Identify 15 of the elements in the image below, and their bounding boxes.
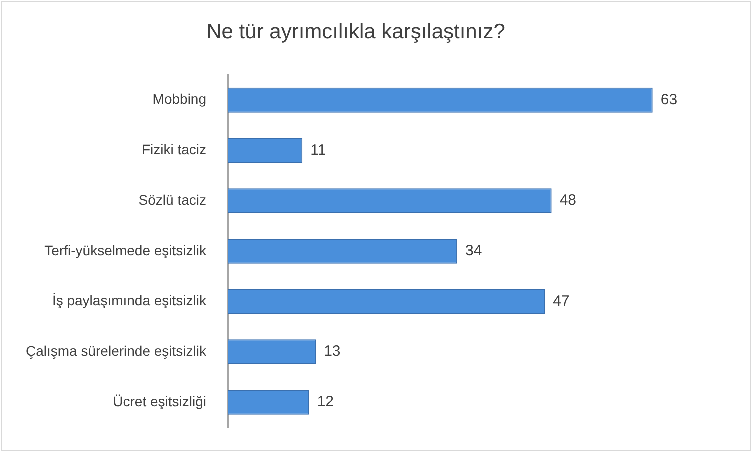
- data-label: 47: [553, 292, 570, 310]
- y-tick-label: Terfi-yükselmede eşitsizlik: [44, 242, 208, 258]
- data-label: 11: [310, 142, 326, 159]
- data-label: 12: [317, 394, 334, 411]
- y-tick-label: Çalışma sürelerinde eşitsizlik: [26, 342, 208, 359]
- y-tick-label: Ücret eşitsizliği: [113, 393, 207, 410]
- data-label: 13: [324, 343, 341, 360]
- data-label: 48: [560, 192, 577, 210]
- data-label: 34: [466, 242, 482, 260]
- y-tick-label: İş paylaşımında eşitsizlik: [52, 292, 208, 309]
- y-tick-label: Mobbing: [152, 91, 207, 108]
- y-tick-label: Sözlü taciz: [138, 192, 207, 208]
- chart-title: Ne tür ayrımcılıkla karşılaştınız?: [206, 20, 506, 44]
- y-tick-label: Fiziki taciz: [142, 142, 207, 158]
- data-label: 63: [660, 92, 678, 109]
